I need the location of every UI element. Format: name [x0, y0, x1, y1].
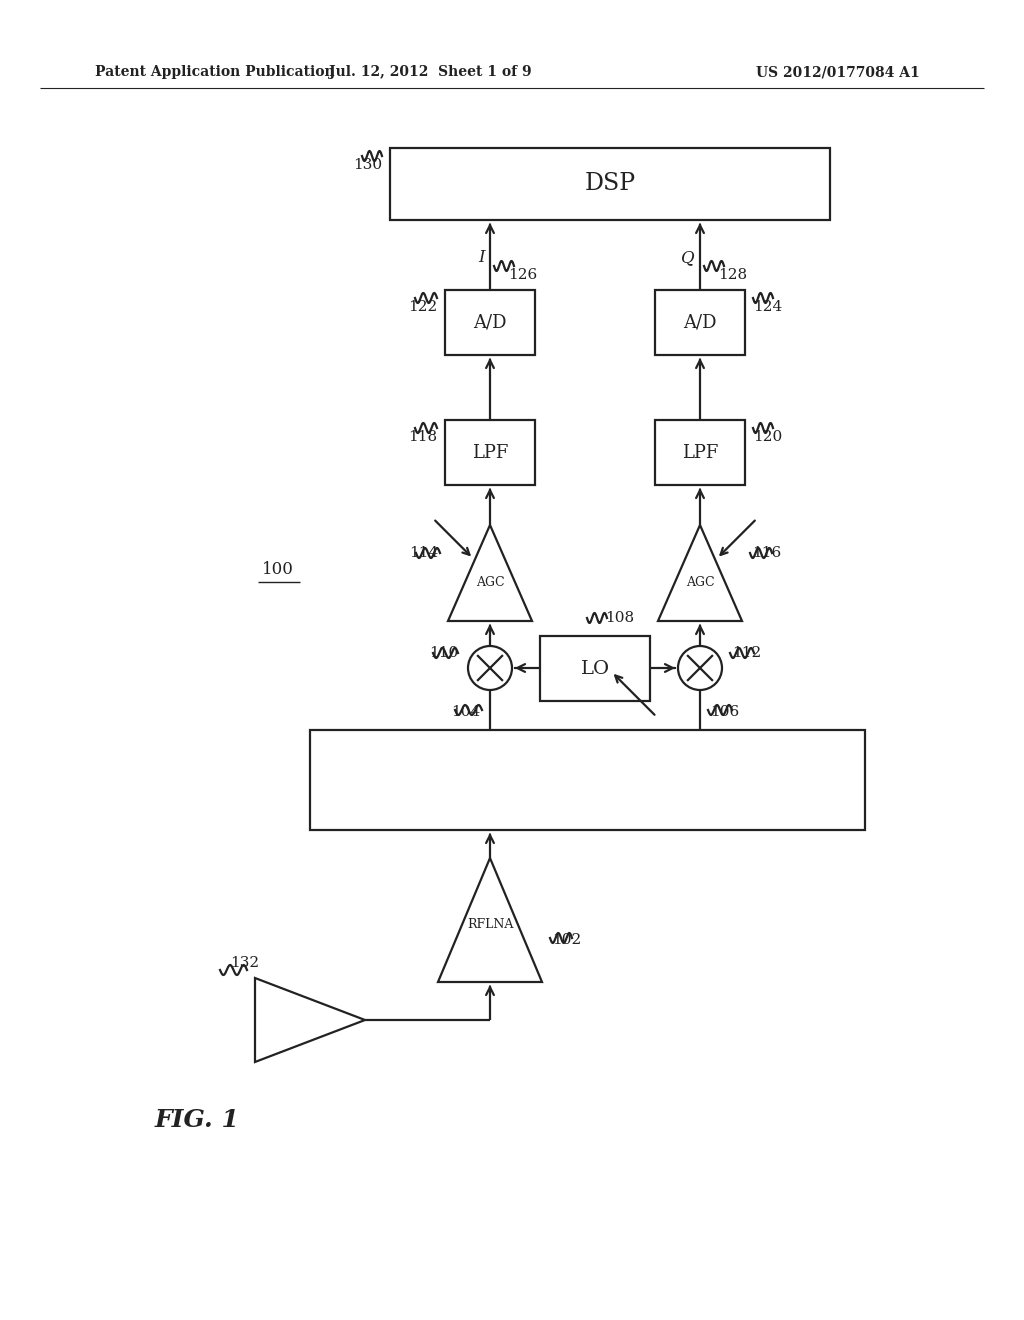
- Text: US 2012/0177084 A1: US 2012/0177084 A1: [757, 65, 920, 79]
- Text: 102: 102: [552, 933, 582, 946]
- Text: LO: LO: [581, 660, 609, 677]
- Text: 122: 122: [408, 300, 437, 314]
- Text: 112: 112: [732, 645, 761, 660]
- Text: DSP: DSP: [585, 173, 636, 195]
- Text: 114: 114: [409, 546, 438, 560]
- Text: 106: 106: [710, 705, 739, 719]
- Text: FIG. 1: FIG. 1: [155, 1107, 240, 1133]
- Bar: [445, 420, 535, 484]
- Text: 118: 118: [408, 430, 437, 444]
- Text: 100: 100: [262, 561, 294, 578]
- Text: Q: Q: [681, 249, 695, 267]
- Text: LPF: LPF: [472, 444, 508, 462]
- Text: Patent Application Publication: Patent Application Publication: [95, 65, 335, 79]
- Text: Jul. 12, 2012  Sheet 1 of 9: Jul. 12, 2012 Sheet 1 of 9: [329, 65, 531, 79]
- Text: 104: 104: [451, 705, 480, 719]
- Bar: [655, 420, 745, 484]
- Text: A/D: A/D: [683, 314, 717, 331]
- Text: LPF: LPF: [682, 444, 718, 462]
- Bar: [445, 290, 535, 355]
- Bar: [310, 730, 865, 830]
- Text: 126: 126: [508, 268, 538, 282]
- Text: 110: 110: [429, 645, 458, 660]
- Text: A/D: A/D: [473, 314, 507, 331]
- Bar: [390, 148, 830, 220]
- Bar: [655, 290, 745, 355]
- Text: 120: 120: [753, 430, 782, 444]
- Bar: [540, 636, 650, 701]
- Text: 124: 124: [753, 300, 782, 314]
- Text: AGC: AGC: [476, 577, 504, 590]
- Text: 130: 130: [353, 158, 382, 172]
- Text: 116: 116: [752, 546, 781, 560]
- Text: I: I: [478, 249, 485, 267]
- Text: 108: 108: [605, 611, 634, 624]
- Text: 132: 132: [230, 956, 259, 970]
- Text: 128: 128: [718, 268, 748, 282]
- Text: AGC: AGC: [686, 577, 715, 590]
- Text: RFLNA: RFLNA: [467, 919, 513, 932]
